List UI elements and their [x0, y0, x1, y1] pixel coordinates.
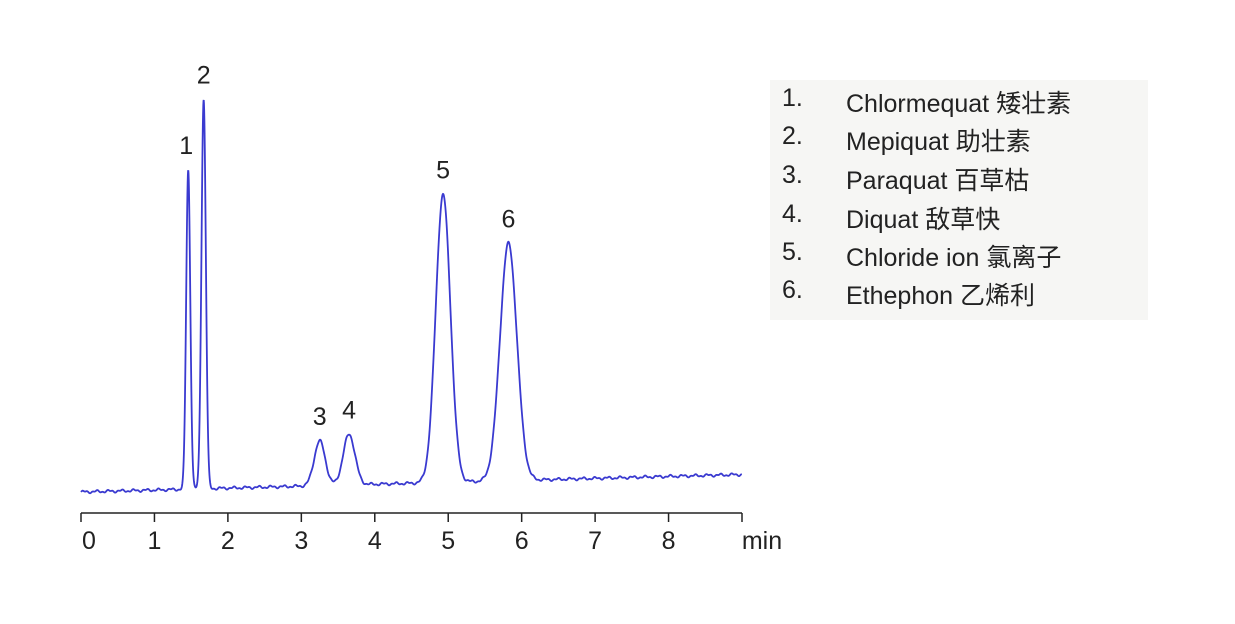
- x-tick-label: 0: [82, 527, 96, 555]
- legend-number: 3.: [782, 161, 803, 189]
- peak-labels: 1 2 3 4 5 6: [179, 62, 515, 431]
- trace-group: [80, 99, 743, 495]
- legend-number: 5.: [782, 238, 803, 266]
- x-tick-label: 3: [294, 527, 308, 555]
- legend-number: 6.: [782, 276, 803, 304]
- x-tick-label: 2: [221, 527, 235, 555]
- legend-name: Paraquat 百草枯: [846, 167, 1030, 195]
- peak-label: 2: [197, 62, 211, 90]
- legend-name: Chlormequat 矮壮素: [846, 90, 1072, 118]
- peak-label: 4: [342, 396, 356, 424]
- peak-label: 5: [436, 156, 450, 184]
- x-axis: 0 1 2 3 4 5 6 7 8 min: [80, 512, 782, 555]
- legend-number: 2.: [782, 122, 803, 150]
- x-tick-label: 7: [588, 527, 602, 555]
- legend-name: Mepiquat 助壮素: [846, 128, 1031, 156]
- x-tick-label: 1: [147, 527, 161, 555]
- peak-label: 6: [501, 205, 515, 233]
- chromatogram-trace: [80, 99, 743, 495]
- legend-number: 1.: [782, 84, 803, 112]
- x-tick-label: 4: [368, 527, 382, 555]
- x-tick-label: 8: [662, 527, 676, 555]
- peak-label: 1: [179, 132, 193, 160]
- x-tick-label: 6: [515, 527, 529, 555]
- legend: 1. Chlormequat 矮壮素 2. Mepiquat 助壮素 3. Paraq…: [770, 80, 1148, 320]
- legend-name: Chloride ion 氯离子: [846, 244, 1062, 272]
- legend-number: 4.: [782, 200, 803, 228]
- peak-label: 3: [313, 403, 327, 431]
- x-tick-label: 5: [441, 527, 455, 555]
- legend-name: Ethephon 乙烯利: [846, 282, 1035, 310]
- legend-name: Diquat 敌草快: [846, 206, 1001, 234]
- x-unit-label: min: [742, 527, 782, 555]
